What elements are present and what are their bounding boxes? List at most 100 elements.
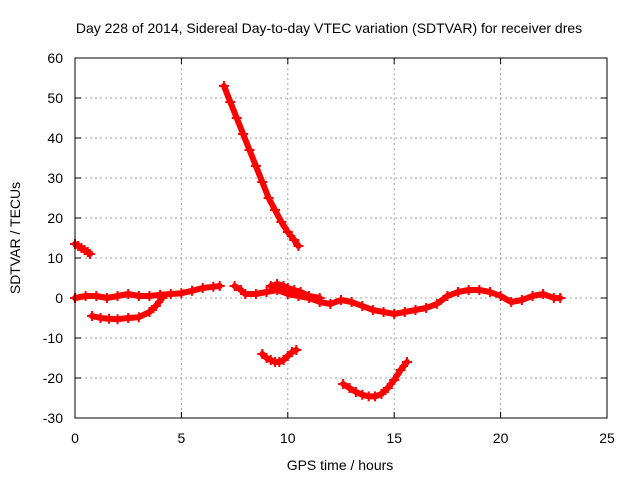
data-point bbox=[282, 283, 293, 293]
series-arc-6 bbox=[265, 279, 325, 303]
data-point bbox=[395, 365, 406, 375]
x-tick-label: 5 bbox=[178, 430, 186, 446]
data-point bbox=[555, 293, 566, 303]
data-point bbox=[101, 293, 112, 303]
data-point bbox=[304, 291, 315, 301]
data-point bbox=[336, 295, 346, 305]
data-point bbox=[389, 375, 400, 385]
y-tick-label: 40 bbox=[47, 130, 63, 146]
data-point bbox=[157, 293, 168, 303]
data-point bbox=[282, 227, 293, 237]
data-point bbox=[176, 288, 187, 299]
data-point bbox=[80, 291, 91, 301]
data-point bbox=[516, 295, 527, 305]
x-axis-title: GPS time / hours bbox=[287, 457, 394, 473]
data-point bbox=[463, 285, 474, 295]
data-point bbox=[495, 291, 506, 301]
data-point bbox=[506, 297, 517, 307]
data-point bbox=[84, 249, 95, 259]
data-point bbox=[144, 307, 155, 317]
series-arc-4 bbox=[218, 81, 304, 251]
x-tick-label: 10 bbox=[280, 430, 296, 446]
y-tick-label: 30 bbox=[47, 170, 63, 186]
series-arc-7 bbox=[257, 345, 302, 367]
data-point bbox=[82, 247, 93, 257]
series-arc-3 bbox=[87, 293, 168, 325]
data-layer bbox=[70, 81, 566, 402]
data-point bbox=[291, 345, 302, 355]
y-tick-label: 0 bbox=[55, 290, 63, 306]
data-point bbox=[104, 313, 115, 324]
data-point bbox=[265, 281, 276, 291]
y-axis-title: SDTVAR / TECUs bbox=[7, 182, 23, 294]
data-point bbox=[453, 287, 464, 297]
data-point bbox=[257, 177, 268, 187]
data-point bbox=[389, 309, 400, 319]
data-point bbox=[150, 301, 161, 311]
data-point bbox=[187, 285, 198, 296]
data-point bbox=[289, 235, 300, 245]
data-point bbox=[378, 307, 389, 317]
data-point bbox=[295, 287, 306, 297]
data-point bbox=[370, 391, 381, 402]
data-point bbox=[346, 297, 357, 307]
data-point bbox=[431, 299, 442, 309]
x-tick-label: 20 bbox=[493, 430, 509, 446]
data-point bbox=[474, 285, 485, 295]
data-point bbox=[261, 287, 272, 297]
chart-title: Day 228 of 2014, Sidereal Day-to-day VTE… bbox=[76, 20, 582, 36]
tick-label-layer: 0 5 10 15 20 25 -30 -20 -10 0 10 20 30 40 50 60 bbox=[43, 50, 615, 446]
data-point bbox=[165, 289, 176, 299]
y-tick-label: 60 bbox=[47, 50, 63, 66]
data-point bbox=[399, 307, 410, 317]
data-point bbox=[527, 291, 538, 301]
data-point bbox=[276, 217, 287, 227]
plot-frame bbox=[74, 57, 608, 419]
data-point bbox=[357, 301, 368, 311]
data-point bbox=[95, 313, 106, 323]
data-point bbox=[112, 291, 123, 301]
y-tick-label: 50 bbox=[47, 90, 63, 106]
data-point bbox=[401, 357, 412, 367]
data-point bbox=[225, 97, 236, 107]
data-point bbox=[376, 389, 387, 399]
data-point bbox=[367, 305, 378, 315]
data-point bbox=[87, 311, 98, 321]
data-point bbox=[382, 383, 393, 393]
x-tick-label: 0 bbox=[71, 430, 79, 446]
data-point bbox=[338, 379, 349, 389]
x-tick-label: 25 bbox=[599, 430, 615, 446]
data-point bbox=[484, 287, 495, 297]
data-point bbox=[270, 205, 281, 215]
data-point bbox=[538, 289, 549, 299]
data-point bbox=[272, 279, 283, 289]
data-point bbox=[144, 291, 155, 301]
data-point bbox=[293, 241, 304, 251]
data-point bbox=[133, 291, 144, 301]
data-point bbox=[263, 193, 274, 203]
data-point bbox=[123, 289, 134, 299]
data-point bbox=[214, 281, 225, 291]
data-point bbox=[357, 389, 368, 400]
data-point bbox=[231, 113, 242, 123]
y-tick-label: -20 bbox=[43, 370, 63, 386]
data-point bbox=[421, 303, 432, 313]
data-point bbox=[218, 81, 229, 91]
data-point bbox=[410, 305, 421, 315]
data-point bbox=[240, 289, 251, 299]
y-tick-label: 20 bbox=[47, 210, 63, 226]
data-point bbox=[238, 129, 249, 139]
data-point bbox=[442, 291, 453, 301]
data-point bbox=[314, 293, 325, 303]
data-point bbox=[325, 299, 336, 309]
y-tick-label: -10 bbox=[43, 330, 63, 346]
y-tick-label: -30 bbox=[43, 410, 63, 426]
data-point bbox=[112, 314, 123, 325]
data-point bbox=[229, 281, 240, 291]
x-tick-label: 15 bbox=[386, 430, 402, 446]
data-point bbox=[289, 285, 300, 295]
data-point bbox=[250, 289, 261, 299]
